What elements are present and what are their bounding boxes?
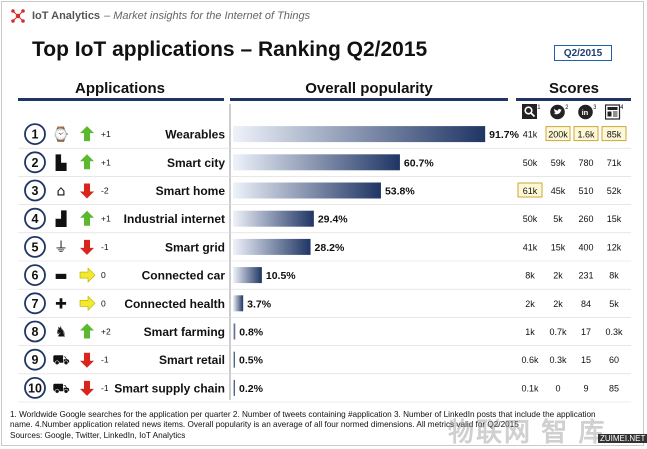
sources-text: Sources: Google, Twitter, LinkedIn, IoT … bbox=[10, 431, 186, 440]
brand-name: IoT Analytics bbox=[32, 10, 101, 22]
period-badge: Q2/2015 bbox=[554, 45, 612, 61]
score-footnote-3: 3 bbox=[593, 105, 596, 111]
popularity-underline bbox=[230, 98, 508, 101]
svg-text:in: in bbox=[582, 108, 589, 117]
linkedin-icon: in 3 bbox=[578, 104, 596, 120]
watermark-text: 物联网 智 库 bbox=[448, 417, 607, 447]
column-header-scores: Scores bbox=[548, 80, 600, 97]
column-header-popularity: Overall popularity bbox=[305, 80, 433, 97]
column-header-applications: Applications bbox=[74, 80, 165, 97]
header-bar: IoT Analytics – Market insights for the … bbox=[10, 8, 310, 24]
applications-underline bbox=[18, 98, 224, 101]
watermark-url: ZUIMEI.NET bbox=[598, 434, 647, 443]
score-footnote-4: 4 bbox=[620, 105, 623, 111]
scores-underline bbox=[516, 98, 631, 101]
google-search-icon: 1 bbox=[522, 104, 540, 119]
twitter-icon: 2 bbox=[550, 104, 568, 120]
brand-tagline: – Market insights for the Internet of Th… bbox=[104, 10, 311, 22]
score-footnote-1: 1 bbox=[537, 105, 540, 111]
iot-analytics-logo-icon bbox=[11, 9, 25, 23]
score-footnote-2: 2 bbox=[565, 105, 568, 111]
news-icon: 4 bbox=[605, 104, 623, 120]
chart-title: Top IoT applications – Ranking Q2/2015 bbox=[32, 38, 428, 61]
footnote-text: 1. Worldwide Google searches for the app… bbox=[10, 410, 596, 429]
